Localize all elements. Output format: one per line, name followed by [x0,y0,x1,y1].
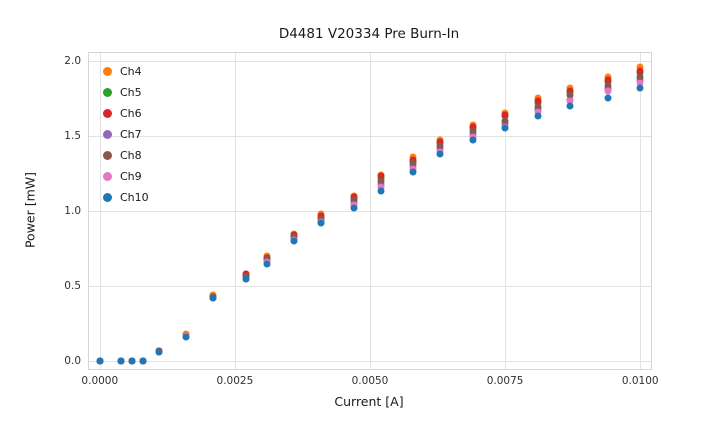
data-point-ch10 [409,168,417,176]
data-point-ch10 [636,84,644,92]
data-point-ch10 [155,348,163,356]
data-point-ch8 [604,82,612,90]
plot-area: Ch4 Ch5 Ch6 Ch7 Ch8 Ch9 Ch10 0.0000 0.0025 0.005… [64,52,659,387]
legend-dot-ch7-icon [103,130,112,139]
legend-item-ch7: Ch7 [103,124,149,145]
y-axis-label: Power [mW] [22,171,38,249]
y-gridline [89,211,651,212]
legend-item-ch4: Ch4 [103,61,149,82]
legend-item-ch5: Ch5 [103,82,149,103]
data-point-ch10 [139,357,147,365]
legend: Ch4 Ch5 Ch6 Ch7 Ch8 Ch9 Ch10 [99,59,153,210]
data-point-ch9 [636,79,644,87]
data-point-ch8 [377,177,385,185]
legend-label: Ch4 [120,65,142,78]
legend-label: Ch6 [120,107,142,120]
data-point-ch6 [377,172,385,180]
data-point-ch10 [290,237,298,245]
data-point-ch10 [317,219,325,227]
legend-dot-ch6-icon [103,109,112,118]
y-tick-label: 0.5 [64,280,81,293]
data-point-ch9 [604,87,612,95]
y-gridline [89,60,651,62]
data-point-ch6 [566,87,574,95]
data-point-ch8 [409,159,417,167]
data-point-ch6 [436,138,444,146]
y-gridline [89,135,651,137]
legend-label: Ch5 [120,86,142,99]
data-point-ch6 [636,67,644,75]
legend-dot-ch4-icon [103,67,112,76]
data-point-ch10 [566,102,574,110]
legend-dot-ch8-icon [103,151,112,160]
x-tick-label: 0.0000 [81,375,119,387]
data-point-ch10 [128,357,136,365]
legend-item-ch9: Ch9 [103,166,149,187]
legend-item-ch6: Ch6 [103,103,149,124]
data-point-ch10 [263,260,271,268]
data-point-ch4 [636,63,644,71]
data-point-ch10 [604,94,612,102]
data-point-ch9 [566,97,574,105]
legend-label: Ch7 [120,128,142,141]
legend-label: Ch10 [120,191,149,204]
y-tick-label: 0.0 [64,355,81,368]
data-point-ch6 [534,97,542,105]
legend-dot-ch9-icon [103,172,112,181]
data-point-ch10 [350,204,358,212]
data-point-ch8 [636,73,644,81]
legend-dot-ch10-icon [103,193,112,202]
data-point-ch8 [566,91,574,99]
data-point-ch10 [501,124,509,132]
data-point-ch8 [436,142,444,150]
data-point-ch10 [436,150,444,158]
data-point-ch10 [534,112,542,120]
data-point-ch6 [469,123,477,131]
data-point-ch8 [350,196,358,204]
data-point-ch10 [469,136,477,144]
legend-dot-ch5-icon [103,88,112,97]
x-tick-label: 0.0075 [486,375,524,387]
y-gridline [89,286,651,288]
chart-title: D4481 V20334 Pre Burn-In [278,26,460,42]
x-tick-label: 0.0100 [621,375,659,387]
data-point-ch10 [242,275,250,283]
x-tick-label: 0.0050 [351,375,389,387]
data-point-ch10 [209,294,217,302]
data-point-ch8 [469,127,477,135]
data-point-ch6 [501,111,509,119]
data-point-ch10 [182,333,190,341]
x-tick-label: 0.0025 [216,375,254,387]
data-point-ch10 [377,187,385,195]
data-point-ch9 [377,183,385,191]
y-tick-label: 2.0 [64,54,81,67]
x-axis-label: Current [A] [334,394,404,409]
y-tick-label: 1.5 [64,129,81,142]
y-tick-label: 1.0 [64,205,81,217]
y-gridline [89,361,651,363]
data-point-ch8 [534,103,542,111]
legend-item-ch8: Ch8 [103,145,149,166]
data-point-ch9 [534,108,542,116]
data-point-ch10 [117,357,125,365]
data-point-ch6 [604,76,612,84]
data-point-ch10 [96,357,104,365]
data-point-ch8 [501,117,509,125]
legend-label: Ch8 [120,149,142,162]
legend-label: Ch9 [120,170,142,183]
legend-item-ch10: Ch10 [103,187,149,208]
